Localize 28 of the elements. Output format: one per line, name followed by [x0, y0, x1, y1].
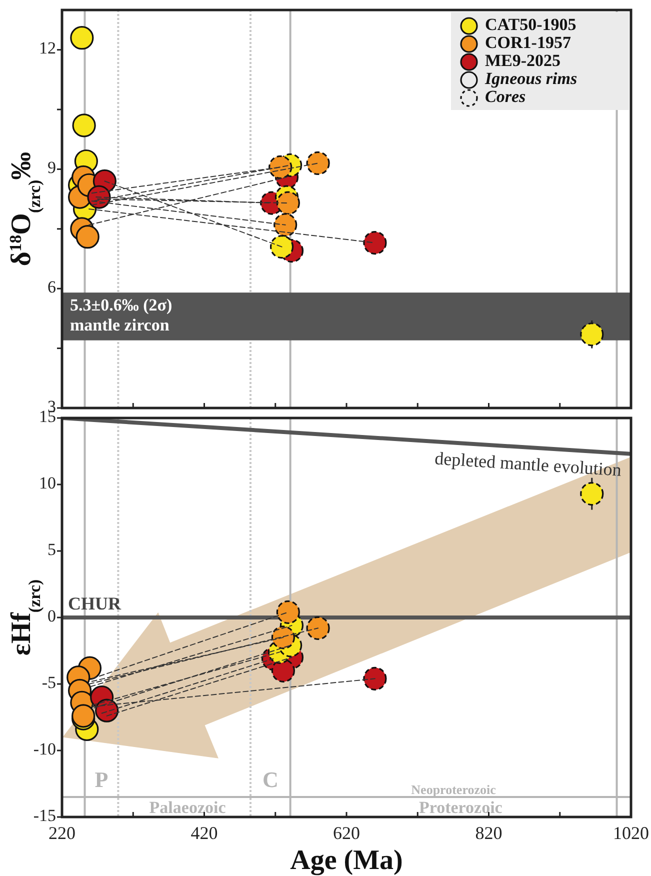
- y-tick-label: 9: [48, 158, 56, 178]
- x-tick-label: 620: [333, 823, 360, 843]
- ref-line-label: CHUR: [68, 594, 122, 614]
- y-tick-label: -15: [33, 806, 56, 825]
- annotation: P: [94, 767, 108, 792]
- y-tick-label: -10: [33, 739, 56, 758]
- legend-label: ME9-2025: [485, 50, 561, 70]
- band-label: 5.3±0.6‰ (2σ) mantle zircon: [70, 296, 172, 335]
- annotation: Neoproterozoic: [411, 782, 496, 798]
- annotation: C: [262, 767, 278, 792]
- x-axis-title: Age (Ma): [290, 845, 403, 876]
- series-label: depleted mantle evolution: [434, 448, 622, 480]
- legend-label: CAT50-1905: [485, 14, 576, 34]
- y-tick-label: -5: [42, 672, 56, 692]
- y-tick-label: 10: [39, 473, 56, 492]
- annotation: Proterozoic: [418, 798, 503, 818]
- y-tick-label: 6: [48, 278, 56, 297]
- annotation: Cores: [485, 86, 526, 106]
- x-tick-label: 820: [475, 823, 502, 843]
- x-tick-label: 220: [48, 823, 76, 843]
- y-tick-label: 0: [48, 606, 56, 626]
- y-tick-label: 5: [48, 540, 56, 559]
- annotation: Palaeozoic: [149, 798, 226, 818]
- x-tick-label: 1020: [613, 823, 649, 843]
- legend-label: COR1-1957: [485, 32, 572, 52]
- x-tick-label: 420: [190, 823, 218, 843]
- annotation: Igneous rims: [484, 68, 578, 88]
- y-tick-label: 12: [39, 38, 56, 58]
